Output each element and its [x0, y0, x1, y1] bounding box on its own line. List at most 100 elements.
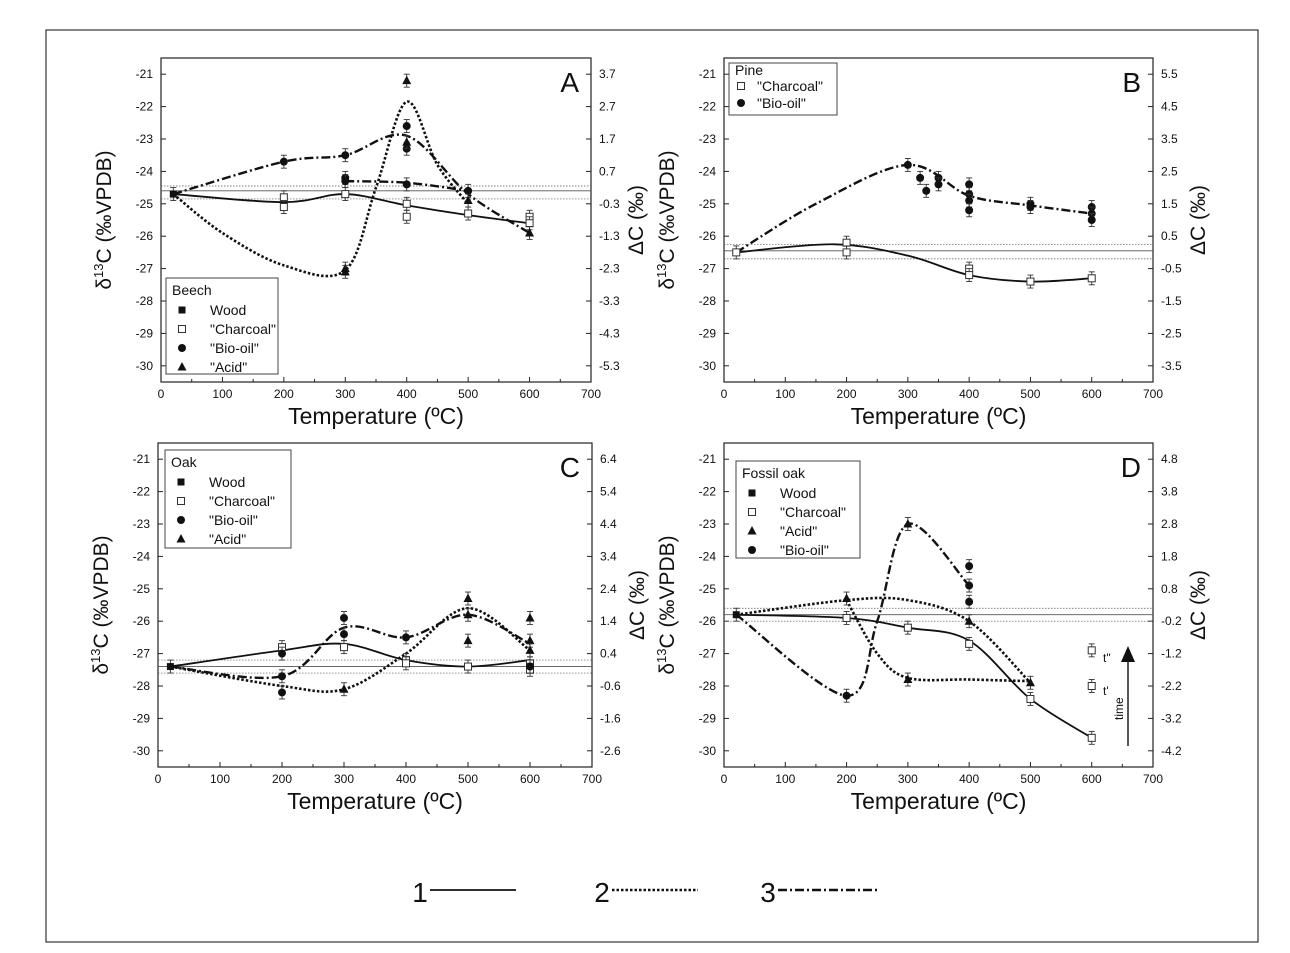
time-arrow-head: [1121, 646, 1135, 662]
data-point: [842, 248, 851, 257]
data-point: [1026, 694, 1035, 703]
data-point: [464, 186, 473, 195]
data-point: [339, 684, 349, 693]
x-tick-label: 0: [721, 772, 728, 786]
y-axis-label: δ13C (‰VPDB): [88, 535, 113, 674]
data-point: [278, 649, 286, 658]
x-axis-label: Temperature (ºC): [851, 788, 1027, 814]
fit-curve-2: [170, 606, 531, 693]
data-point: [525, 219, 534, 228]
legend-marker: [177, 516, 185, 524]
legend-marker: [747, 526, 757, 535]
data-point: [903, 160, 912, 169]
series-acid: [339, 591, 535, 697]
legend-marker: [177, 478, 185, 486]
y2-tick-label: -3.2: [1161, 711, 1182, 725]
data-point: [964, 616, 974, 625]
y-tick-label: -26: [133, 614, 151, 628]
y2-tick-label: -1.5: [1161, 294, 1182, 308]
data-point: [402, 212, 411, 221]
legend: Oak Wood "Charcoal" "Bio-oil" "Acid": [164, 449, 292, 549]
y2-tick-label: 3.4: [600, 549, 617, 563]
data-point: [340, 266, 350, 276]
x-axis-label: Temperature (ºC): [851, 403, 1027, 429]
data-point: [903, 623, 912, 632]
legend-marker: [176, 534, 186, 543]
data-point: [278, 688, 286, 697]
line-legend-label: 2: [594, 877, 610, 908]
y-axis-label-delta: δ: [90, 663, 113, 675]
panel-letter: A: [560, 67, 579, 98]
legend-entry: "Bio-oil": [757, 95, 806, 111]
legend-title: Beech: [172, 282, 212, 298]
x-axis-label: Temperature (ºC): [287, 788, 463, 814]
y-axis-label: δ13C (‰VPDB): [654, 535, 679, 674]
y-tick-label: -21: [699, 67, 717, 81]
legend-entry: "Charcoal": [209, 493, 275, 509]
y2-tick-label: 0.7: [599, 164, 616, 178]
y-tick-label: -21: [699, 452, 717, 466]
x-tick-label: 600: [1082, 387, 1102, 401]
y-tick-label: -24: [133, 549, 151, 563]
legend-marker: [177, 497, 185, 505]
legend-entry: Wood: [780, 485, 816, 501]
series-wood: [169, 187, 177, 202]
data-point: [965, 196, 974, 205]
y-tick-label: -29: [699, 326, 717, 340]
panel-letter: C: [560, 452, 580, 483]
x-tick-label: 700: [581, 387, 601, 401]
data-point: [842, 613, 851, 622]
y2-tick-label: 2.8: [1161, 517, 1178, 531]
legend-box: [164, 449, 292, 549]
y-tick-label: -26: [136, 229, 154, 243]
data-point: [903, 674, 913, 684]
x-tick-label: 500: [458, 387, 478, 401]
data-point: [525, 227, 535, 237]
y2-tick-label: -1.2: [1161, 647, 1182, 661]
legend-marker: [178, 325, 186, 333]
y-tick-label: -21: [133, 452, 151, 466]
y-axis-label: δ13C (‰VPDB): [91, 150, 116, 289]
y-axis-label-delta: δ: [93, 278, 116, 290]
y2-tick-label: -2.5: [1161, 326, 1182, 340]
y2-axis-label: ΔC (‰): [1187, 570, 1210, 640]
data-point: [525, 612, 535, 622]
y-axis-label-rest: C (‰VPDB): [656, 150, 679, 263]
data-point: [965, 581, 974, 590]
y-tick-label: -30: [699, 359, 717, 373]
y2-tick-label: -2.3: [599, 262, 620, 276]
annotation-t-prime: t': [1103, 684, 1109, 698]
x-tick-label: 400: [396, 772, 416, 786]
data-point: [1025, 677, 1035, 687]
x-tick-label: 300: [898, 772, 918, 786]
y-tick-label: -22: [136, 100, 154, 114]
x-tick-label: 100: [212, 387, 232, 401]
y-tick-label: -23: [699, 517, 717, 531]
legend-marker: [737, 82, 745, 90]
legend-marker: [737, 99, 745, 107]
legend-entry: "Acid": [209, 531, 246, 547]
y2-axis-label: ΔC (‰): [626, 570, 649, 640]
y-tick-label: -25: [699, 197, 717, 211]
x-tick-label: 300: [335, 387, 355, 401]
data-point: [463, 195, 473, 205]
y-tick-label: -22: [699, 100, 717, 114]
y-tick-label: -25: [136, 197, 154, 211]
x-tick-label: 200: [837, 387, 857, 401]
data-point: [934, 180, 943, 189]
y-axis-label-rest: C (‰VPDB): [93, 150, 116, 263]
data-point: [1087, 733, 1096, 742]
series-bio-oil: [279, 119, 473, 198]
y2-tick-label: 3.8: [1161, 485, 1178, 499]
legend: Beech Wood "Charcoal" "Bio-oil" "Acid": [165, 277, 279, 375]
y2-tick-label: -5.3: [599, 359, 620, 373]
legend-entry: "Bio-oil": [780, 542, 829, 558]
y-tick-label: -29: [133, 711, 151, 725]
x-tick-label: 300: [898, 387, 918, 401]
y2-tick-label: -3.3: [599, 294, 620, 308]
data-point: [341, 151, 350, 160]
fit-curve-3: [735, 522, 971, 697]
panel-a: 0 100 200 300 400 500 600 700 -30 -29 -28 -27 -26 -25…: [91, 57, 648, 429]
y2-tick-label: 0.4: [600, 647, 617, 661]
y-axis-label-superscript: 13: [654, 264, 669, 278]
